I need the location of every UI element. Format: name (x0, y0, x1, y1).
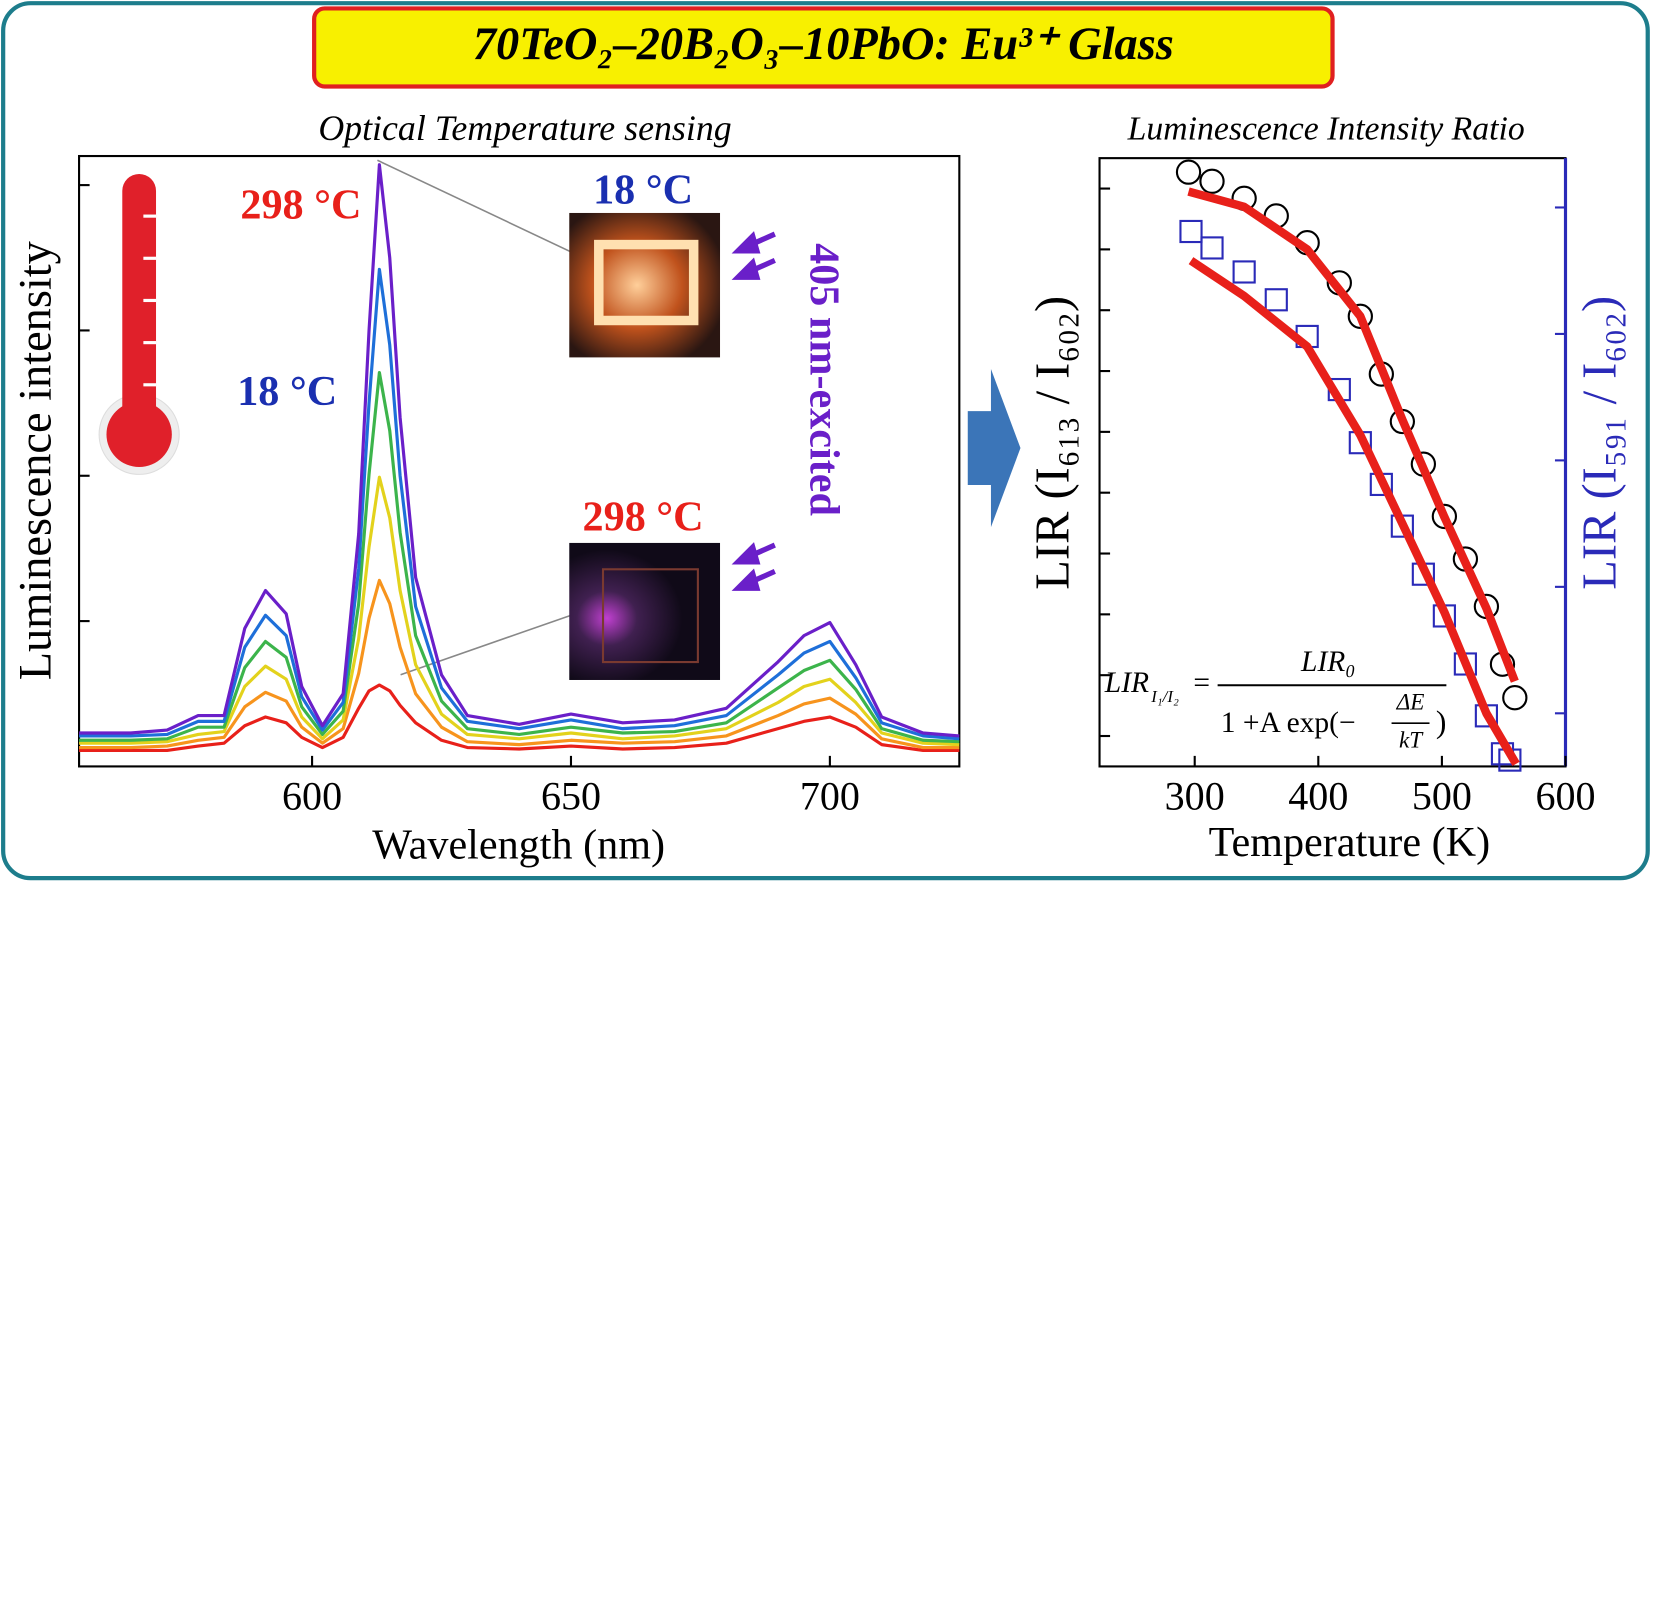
x-tick-label: 400 (1288, 773, 1348, 818)
x-tick-label: 600 (282, 773, 342, 818)
title-box (312, 6, 1335, 89)
point (1431, 503, 1458, 530)
thermometer-ticks (143, 214, 157, 387)
point (1264, 288, 1288, 312)
x-tick-label: 500 (1412, 773, 1472, 818)
point (1200, 236, 1224, 260)
spectrum-line (79, 578, 960, 750)
x-tick-label: 600 (1535, 773, 1595, 818)
connector (400, 610, 583, 676)
formula-text: 1 +A exp(− (1221, 707, 1356, 739)
photo-hot (569, 542, 721, 680)
point (1199, 168, 1225, 194)
formula-text: I₁/I₂ (1150, 687, 1179, 706)
point (1175, 159, 1202, 185)
y-axis-label: Luminescence intensity (11, 241, 62, 680)
annotation: 18 °C (593, 167, 693, 214)
spectrum-line (79, 370, 960, 744)
subtitle: Luminescence Intensity Ratio (1127, 111, 1525, 148)
fit-line (1188, 257, 1520, 767)
formula-text: LIR₀ (1300, 646, 1356, 678)
connector (377, 159, 596, 265)
flow-arrow (967, 368, 1021, 528)
formula-text: LIR (1104, 667, 1149, 699)
point (1179, 219, 1203, 244)
formula-text: ΔE (1396, 690, 1425, 716)
thermometer-stem (122, 173, 157, 427)
annotation: 405 nm-excited (801, 243, 848, 516)
annotation: 298 °C (583, 493, 704, 540)
formula-text: ) (1436, 705, 1447, 740)
point (1502, 685, 1528, 711)
y-axis-label: LIR (I₆₁₃ / I₆₀₂) (1026, 296, 1079, 590)
formula-text: = (1193, 667, 1210, 699)
annotation: 298 °C (240, 181, 361, 228)
formula-text: kT (1399, 728, 1424, 754)
point (1347, 303, 1373, 329)
point (1232, 260, 1256, 284)
title: 70TeO₂–20B₂O₃–10PbO: Eu³⁺ Glass (473, 19, 1174, 70)
photo-sample (601, 568, 699, 664)
excitation-arrows (731, 231, 776, 591)
fit-line (1187, 187, 1519, 683)
x-axis-label: Wavelength (nm) (372, 821, 665, 868)
x-tick-label: 700 (800, 773, 860, 818)
thermometer-bulb (106, 401, 172, 468)
subtitle: Optical Temperature sensing (318, 108, 731, 148)
y2-axis-label: LIR (I₅₉₁ / I₆₀₂) (1574, 296, 1627, 590)
spectrum-line (79, 163, 960, 738)
formula: LIR I₁/I₂ = LIR₀ 1 +A exp(− ΔE kT ) (1104, 646, 1447, 754)
spectrum-line (79, 683, 960, 753)
plot-area (78, 154, 961, 768)
photo-sample (594, 239, 699, 326)
spectrum-line (79, 267, 960, 741)
x-tick-label: 650 (541, 773, 601, 818)
x-axis-label: Temperature (K) (1209, 819, 1490, 866)
x-tick-label: 300 (1165, 773, 1225, 818)
spectrum-line (79, 475, 960, 747)
annotation: 18 °C (237, 368, 337, 415)
